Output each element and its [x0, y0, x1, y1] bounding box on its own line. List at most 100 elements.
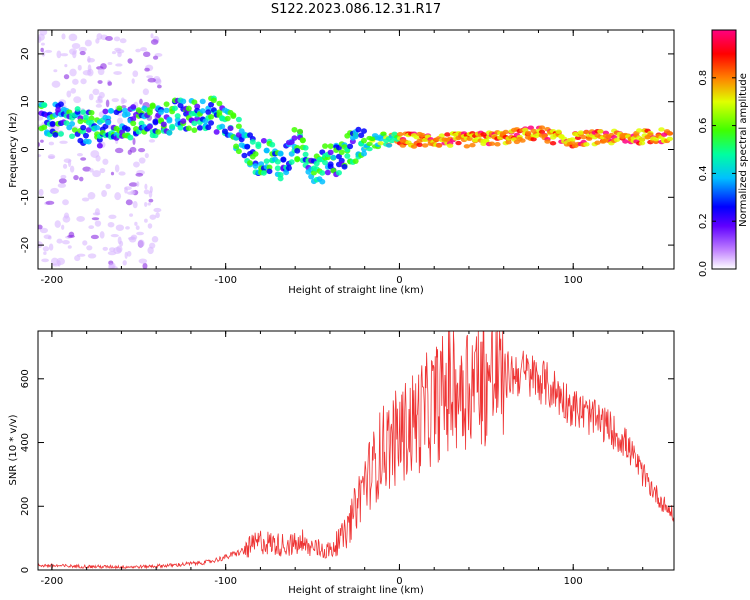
heatmap-blob: [277, 171, 284, 178]
heatmap-blob: [42, 246, 50, 252]
heatmap-blob: [519, 138, 526, 143]
heatmap-blob: [80, 78, 87, 85]
heatmap-blob: [94, 124, 101, 131]
heatmap-blob: [166, 117, 173, 124]
heatmap-blob: [502, 129, 509, 135]
heatmap-blob: [44, 49, 53, 53]
heatmap-blob: [48, 243, 54, 251]
colorbar-gradient: [711, 29, 737, 270]
heatmap-blob: [538, 125, 546, 130]
heatmap-blob: [136, 181, 140, 187]
heatmap-blob: [288, 159, 295, 165]
heatmap-blob: [177, 124, 184, 131]
heatmap-blob: [302, 151, 309, 158]
heatmap-blob: [260, 170, 267, 176]
heatmap-blob: [73, 96, 82, 104]
heatmap-blob: [169, 123, 176, 130]
heatmap-blob: [130, 120, 137, 127]
heatmap-blob: [291, 126, 298, 133]
heatmap-blob: [139, 98, 143, 105]
heatmap-blob: [92, 88, 100, 96]
heatmap-blob: [87, 253, 97, 259]
heatmap-blob: [438, 133, 446, 138]
heatmap-blob: [110, 171, 115, 176]
heatmap-ylabel: Frequency (Hz): [8, 112, 19, 188]
heatmap-blob: [419, 132, 426, 138]
heatmap-blob: [125, 226, 130, 230]
heatmap-blob: [341, 163, 348, 170]
heatmap-blob: [99, 231, 105, 239]
heatmap-blob: [90, 150, 100, 158]
heatmap-blob: [76, 216, 85, 222]
heatmap-blob: [92, 170, 101, 178]
heatmap-blob: [57, 101, 64, 108]
heatmap-ytick-label: 10: [20, 95, 31, 108]
heatmap-blob: [152, 55, 159, 60]
heatmap-blob: [255, 143, 262, 150]
heatmap-blob: [327, 149, 334, 156]
heatmap-blob: [205, 109, 212, 115]
heatmap-blob: [152, 119, 159, 126]
heatmap-blob: [74, 106, 81, 112]
heatmap-blob: [208, 101, 215, 108]
figure-title: S122.2023.086.12.31.R17: [271, 2, 441, 17]
heatmap-blob: [149, 102, 156, 109]
heatmap-blob: [538, 129, 546, 135]
snr-xtick-label: 0: [396, 576, 402, 587]
heatmap-blob: [95, 38, 100, 44]
heatmap-blob: [80, 109, 87, 115]
heatmap-blob: [115, 224, 125, 231]
heatmap-blob: [636, 128, 643, 133]
heatmap-blob: [77, 64, 82, 71]
colorbar-tick-label: 0.2: [698, 213, 709, 229]
heatmap-blob: [297, 128, 304, 135]
heatmap-ytick-label: 0: [20, 146, 31, 152]
heatmap-blob: [56, 238, 63, 244]
heatmap-blob: [322, 143, 329, 149]
heatmap-blob: [115, 63, 123, 67]
heatmap-blob: [111, 50, 117, 55]
heatmap-blob: [335, 153, 342, 160]
heatmap-blob: [107, 251, 117, 256]
heatmap-blob: [59, 140, 68, 144]
snr-xtick-label: -100: [214, 576, 237, 587]
heatmap-blob: [130, 104, 137, 110]
heatmap-blob: [148, 139, 156, 143]
heatmap-blob: [191, 127, 198, 133]
heatmap-blob: [335, 169, 342, 176]
heatmap-blob: [524, 130, 532, 136]
colorbar-ticks: 0.0 0.2 0.4 0.6 0.8: [698, 70, 736, 277]
heatmap-blob: [76, 153, 83, 157]
heatmap-blob: [40, 42, 45, 46]
heatmap-blob: [327, 143, 334, 149]
heatmap-blob: [66, 90, 72, 98]
heatmap-blob: [70, 88, 77, 94]
heatmap-blob: [421, 143, 429, 148]
heatmap-blob: [74, 255, 81, 262]
heatmap-blob: [41, 124, 48, 131]
heatmap-blob: [111, 98, 119, 103]
heatmap-blob: [97, 80, 103, 84]
heatmap-blob: [194, 103, 201, 110]
heatmap-blob: [285, 165, 292, 171]
heatmap-blob: [62, 199, 69, 206]
heatmap-blob: [347, 143, 354, 150]
heatmap-blob: [185, 105, 192, 112]
heatmap-blob: [120, 105, 127, 109]
heatmap-blob: [227, 125, 234, 132]
snr-ticks: -200 -100 0 100 0 200 400 600: [20, 331, 674, 587]
heatmap-blob: [40, 139, 44, 143]
heatmap-blob: [413, 134, 421, 140]
heatmap-blob: [43, 234, 52, 239]
heatmap-blob: [87, 55, 91, 63]
heatmap-blob: [87, 191, 96, 200]
heatmap-blob: [158, 109, 165, 115]
heatmap-blob: [219, 123, 226, 130]
heatmap-ytick-label: -10: [20, 189, 31, 205]
snr-xtick-label: 100: [564, 576, 583, 587]
heatmap-blob: [38, 116, 44, 121]
heatmap-blob: [82, 240, 88, 246]
heatmap-blob: [380, 131, 387, 137]
heatmap-blob: [137, 239, 145, 248]
heatmap-blob: [522, 127, 529, 132]
